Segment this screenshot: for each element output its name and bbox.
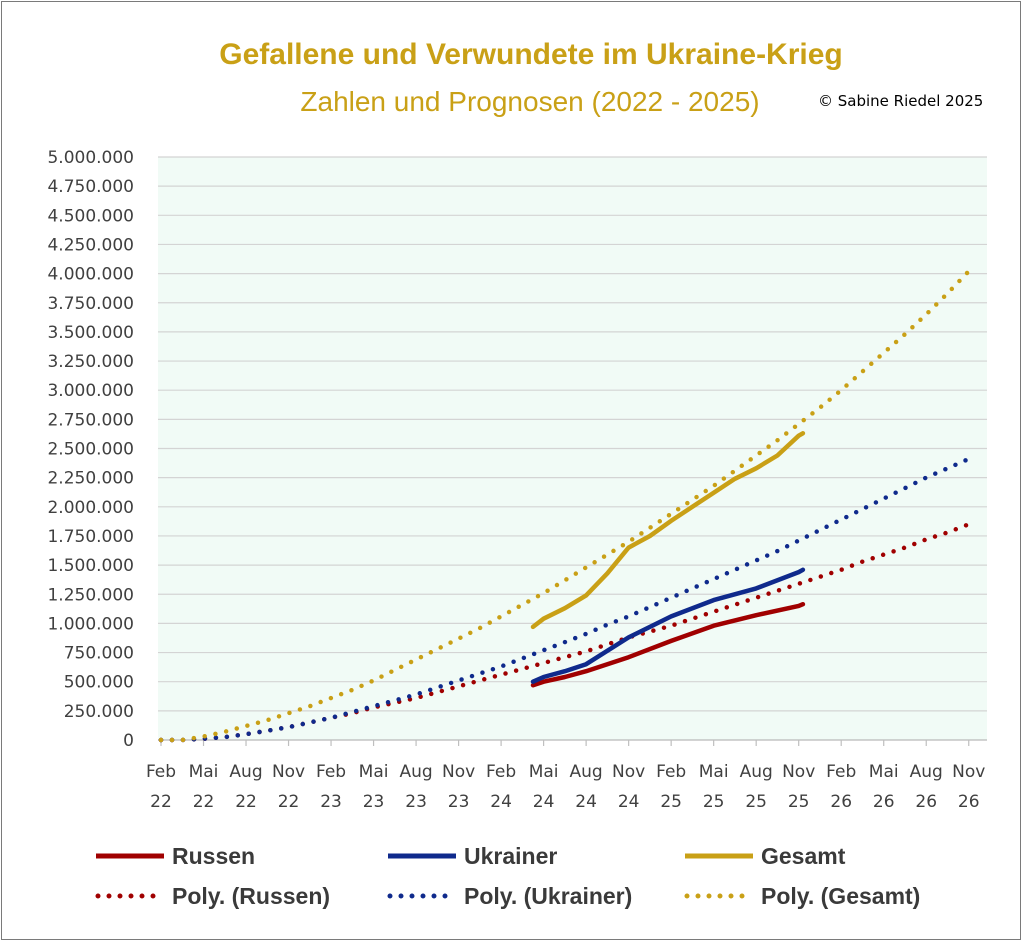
x-tick-month: Nov <box>612 762 645 782</box>
y-tick-label: 2.250.000 <box>47 469 134 489</box>
y-tick-label: 1.500.000 <box>47 556 134 576</box>
y-tick-label: 3.000.000 <box>47 381 134 401</box>
legend-label: Ukrainer <box>464 843 557 869</box>
y-tick-label: 500.000 <box>64 673 134 693</box>
y-tick-label: 2.000.000 <box>47 498 134 518</box>
x-tick-year: 23 <box>363 792 385 812</box>
y-tick-label: 4.750.000 <box>47 177 134 197</box>
y-tick-label: 3.500.000 <box>47 323 134 343</box>
legend-label: Poly. (Russen) <box>172 883 330 909</box>
y-tick-label: 1.250.000 <box>47 585 134 605</box>
x-tick-year: 24 <box>533 792 555 812</box>
y-tick-label: 0 <box>123 731 134 751</box>
x-tick-year: 26 <box>873 792 895 812</box>
y-tick-label: 3.250.000 <box>47 352 134 372</box>
series-lines <box>158 269 971 743</box>
legend-label: Russen <box>172 843 255 869</box>
legend-label: Poly. (Ukrainer) <box>464 883 632 909</box>
x-tick-year: 22 <box>235 792 257 812</box>
y-tick-label: 2.500.000 <box>47 440 134 460</box>
x-tick-month: Mai <box>869 762 899 782</box>
x-tick-year: 24 <box>618 792 640 812</box>
x-tick-year: 25 <box>745 792 767 812</box>
x-tick-month: Mai <box>359 762 389 782</box>
y-tick-label: 750.000 <box>64 644 134 664</box>
x-tick-year: 22 <box>278 792 300 812</box>
x-tick-month: Nov <box>782 762 815 782</box>
y-tick-label: 5.000.000 <box>47 148 134 168</box>
x-tick-year: 23 <box>448 792 470 812</box>
x-tick-year: 26 <box>958 792 980 812</box>
x-tick-year: 24 <box>575 792 597 812</box>
y-tick-label: 2.750.000 <box>47 410 134 430</box>
x-tick-month: Nov <box>442 762 475 782</box>
x-tick-year: 25 <box>703 792 725 812</box>
x-tick-month: Nov <box>272 762 305 782</box>
series-line-poly-ukrainer <box>158 456 971 743</box>
x-tick-month: Feb <box>826 762 856 782</box>
x-tick-year: 26 <box>915 792 937 812</box>
series-line-ukrainer <box>530 567 806 684</box>
y-tick-label: 4.000.000 <box>47 265 134 285</box>
x-tick-year: 25 <box>660 792 682 812</box>
series-line-gesamt <box>530 431 806 630</box>
legend-label: Poly. (Gesamt) <box>761 883 920 909</box>
x-tick-month: Feb <box>146 762 176 782</box>
gridlines <box>158 156 987 741</box>
series-line-russen <box>530 601 806 688</box>
x-tick-year: 23 <box>320 792 342 812</box>
legend: Russen Ukrainer Gesamt Poly. (Russen) Poly. … <box>95 843 920 909</box>
y-tick-label: 1.000.000 <box>47 614 134 634</box>
chart-subtitle: Zahlen und Prognosen (2022 - 2025) <box>300 86 759 117</box>
x-tick-year: 22 <box>150 792 172 812</box>
chart-title: Gefallene und Verwundete im Ukraine-Krie… <box>219 38 843 71</box>
x-axis-ticks: Feb 22 Mai 22 Aug 22 Nov 22 Feb 23 Mai 23 Aug 23 Nov 23… <box>146 740 985 812</box>
x-tick-month: Mai <box>189 762 219 782</box>
y-tick-label: 3.750.000 <box>47 294 134 314</box>
x-tick-month: Aug <box>740 762 773 782</box>
x-tick-month: Aug <box>570 762 603 782</box>
x-tick-month: Mai <box>529 762 559 782</box>
x-tick-month: Aug <box>399 762 432 782</box>
x-tick-month: Aug <box>229 762 262 782</box>
y-tick-label: 250.000 <box>64 702 134 722</box>
legend-label: Gesamt <box>761 843 846 869</box>
x-tick-month: Feb <box>316 762 346 782</box>
x-tick-month: Aug <box>910 762 943 782</box>
x-tick-year: 25 <box>788 792 810 812</box>
x-tick-year: 24 <box>490 792 512 812</box>
x-tick-month: Feb <box>486 762 516 782</box>
y-tick-label: 1.750.000 <box>47 527 134 547</box>
y-tick-label: 4.250.000 <box>47 235 134 255</box>
y-axis-ticks: 0 250.000 500.000 750.000 1.000.000 1.250.000… <box>47 148 134 751</box>
x-tick-year: 26 <box>830 792 852 812</box>
copyright-note: © Sabine Riedel 2025 <box>818 92 983 110</box>
x-tick-month: Nov <box>952 762 985 782</box>
x-tick-year: 22 <box>193 792 215 812</box>
x-tick-year: 23 <box>405 792 427 812</box>
y-tick-label: 4.500.000 <box>47 206 134 226</box>
x-tick-month: Feb <box>656 762 686 782</box>
series-line-poly-gesamt <box>158 269 971 743</box>
x-tick-month: Mai <box>699 762 729 782</box>
